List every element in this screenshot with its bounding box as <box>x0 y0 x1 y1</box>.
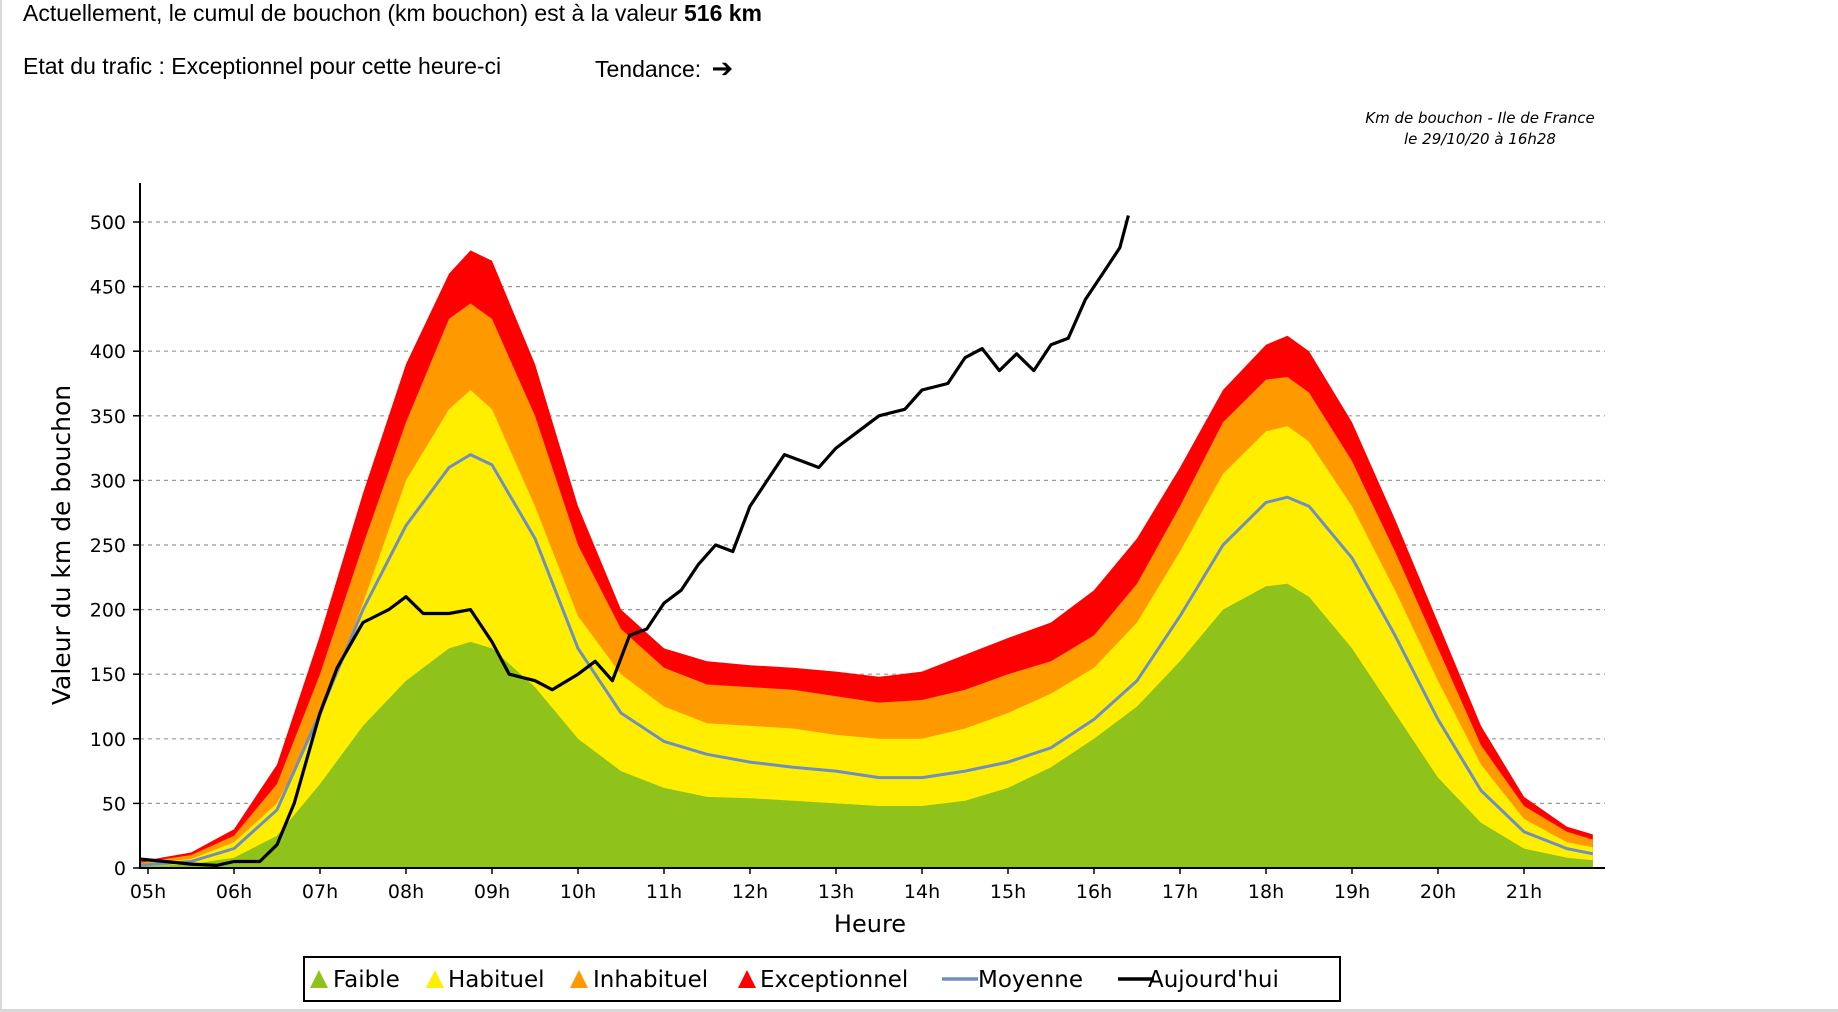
chart-subtitle: le 29/10/20 à 16h28 <box>1404 130 1556 148</box>
y-axis-ticks: 0 50 100 150 200 250 300 350 400 450 500 <box>90 212 140 880</box>
trend: Tendance: ➔ <box>595 53 733 84</box>
x-tick-label-06h: 06h <box>216 881 252 903</box>
x-tick-label-10h: 10h <box>560 881 596 903</box>
headline-value: 516 km <box>683 0 762 26</box>
chart-lines <box>139 215 1594 868</box>
y-tick-label-250: 250 <box>90 535 126 557</box>
legend-faible-marker <box>310 970 328 988</box>
chart-bands <box>139 250 1593 868</box>
y-tick-label-150: 150 <box>90 664 126 686</box>
legend-inhabituel-marker <box>570 970 588 988</box>
legend-moyenne-label: Moyenne <box>978 967 1083 993</box>
trend-label: Tendance: <box>595 56 702 82</box>
frame-bottom-border <box>0 1009 1838 1012</box>
y-tick-label-300: 300 <box>90 470 126 492</box>
y-tick-label-400: 400 <box>90 341 126 363</box>
chart-legend: Faible Habituel Inhabituel Exceptionnel Moye… <box>303 956 1341 1002</box>
x-tick-label-05h: 05h <box>130 881 166 903</box>
y-tick-label-50: 50 <box>102 793 126 815</box>
x-tick-label-18h: 18h <box>1248 881 1284 903</box>
legend-habituel-marker <box>426 970 444 988</box>
series-moyenne <box>139 453 1594 867</box>
x-tick-label-11h: 11h <box>646 881 682 903</box>
legend-box <box>303 956 1341 1002</box>
legend-habituel-label: Habituel <box>448 967 545 993</box>
band-faible <box>139 583 1593 868</box>
y-tick-label-450: 450 <box>90 277 126 299</box>
x-tick-label-21h: 21h <box>1506 881 1542 903</box>
x-tick-label-20h: 20h <box>1420 881 1456 903</box>
x-axis-label: Heure <box>834 910 906 938</box>
x-tick-label-12h: 12h <box>732 881 768 903</box>
x-tick-label-15h: 15h <box>990 881 1026 903</box>
y-tick-label-0: 0 <box>114 858 126 880</box>
y-tick-label-100: 100 <box>90 729 126 751</box>
x-tick-label-14h: 14h <box>904 881 940 903</box>
x-axis-ticks: 05h 06h 07h 08h 09h 10h 11h 12h 13h 14h 15h 16h 17h 1… <box>130 868 1542 903</box>
x-tick-label-19h: 19h <box>1334 881 1370 903</box>
frame-left-border <box>0 0 2 1012</box>
x-tick-label-17h: 17h <box>1162 881 1198 903</box>
series-aujourdhui <box>139 215 1130 868</box>
x-tick-label-13h: 13h <box>818 881 854 903</box>
arrow-right-icon: ➔ <box>711 53 734 83</box>
x-tick-label-16h: 16h <box>1076 881 1112 903</box>
y-tick-label-350: 350 <box>90 406 126 428</box>
x-tick-label-09h: 09h <box>474 881 510 903</box>
traffic-status: Etat du trafic : Exceptionnel pour cette… <box>23 53 502 79</box>
y-tick-label-200: 200 <box>90 600 126 622</box>
legend-aujourdhui-label: Aujourd'hui <box>1148 967 1279 993</box>
y-tick-label-500: 500 <box>90 212 126 234</box>
x-tick-label-08h: 08h <box>388 881 424 903</box>
legend-exceptionnel-marker <box>738 970 756 988</box>
legend-faible-label: Faible <box>333 967 400 993</box>
legend-exceptionnel-label: Exceptionnel <box>760 967 908 993</box>
x-tick-label-07h: 07h <box>302 881 338 903</box>
chart-title: Km de bouchon - Ile de France <box>1365 109 1594 127</box>
y-axis-label: Valeur du km de bouchon <box>47 385 76 705</box>
chart-axes <box>139 183 1605 869</box>
headline: Actuellement, le cumul de bouchon (km bo… <box>23 0 762 27</box>
legend-inhabituel-label: Inhabituel <box>593 967 708 993</box>
headline-text: Actuellement, le cumul de bouchon (km bo… <box>23 0 678 26</box>
